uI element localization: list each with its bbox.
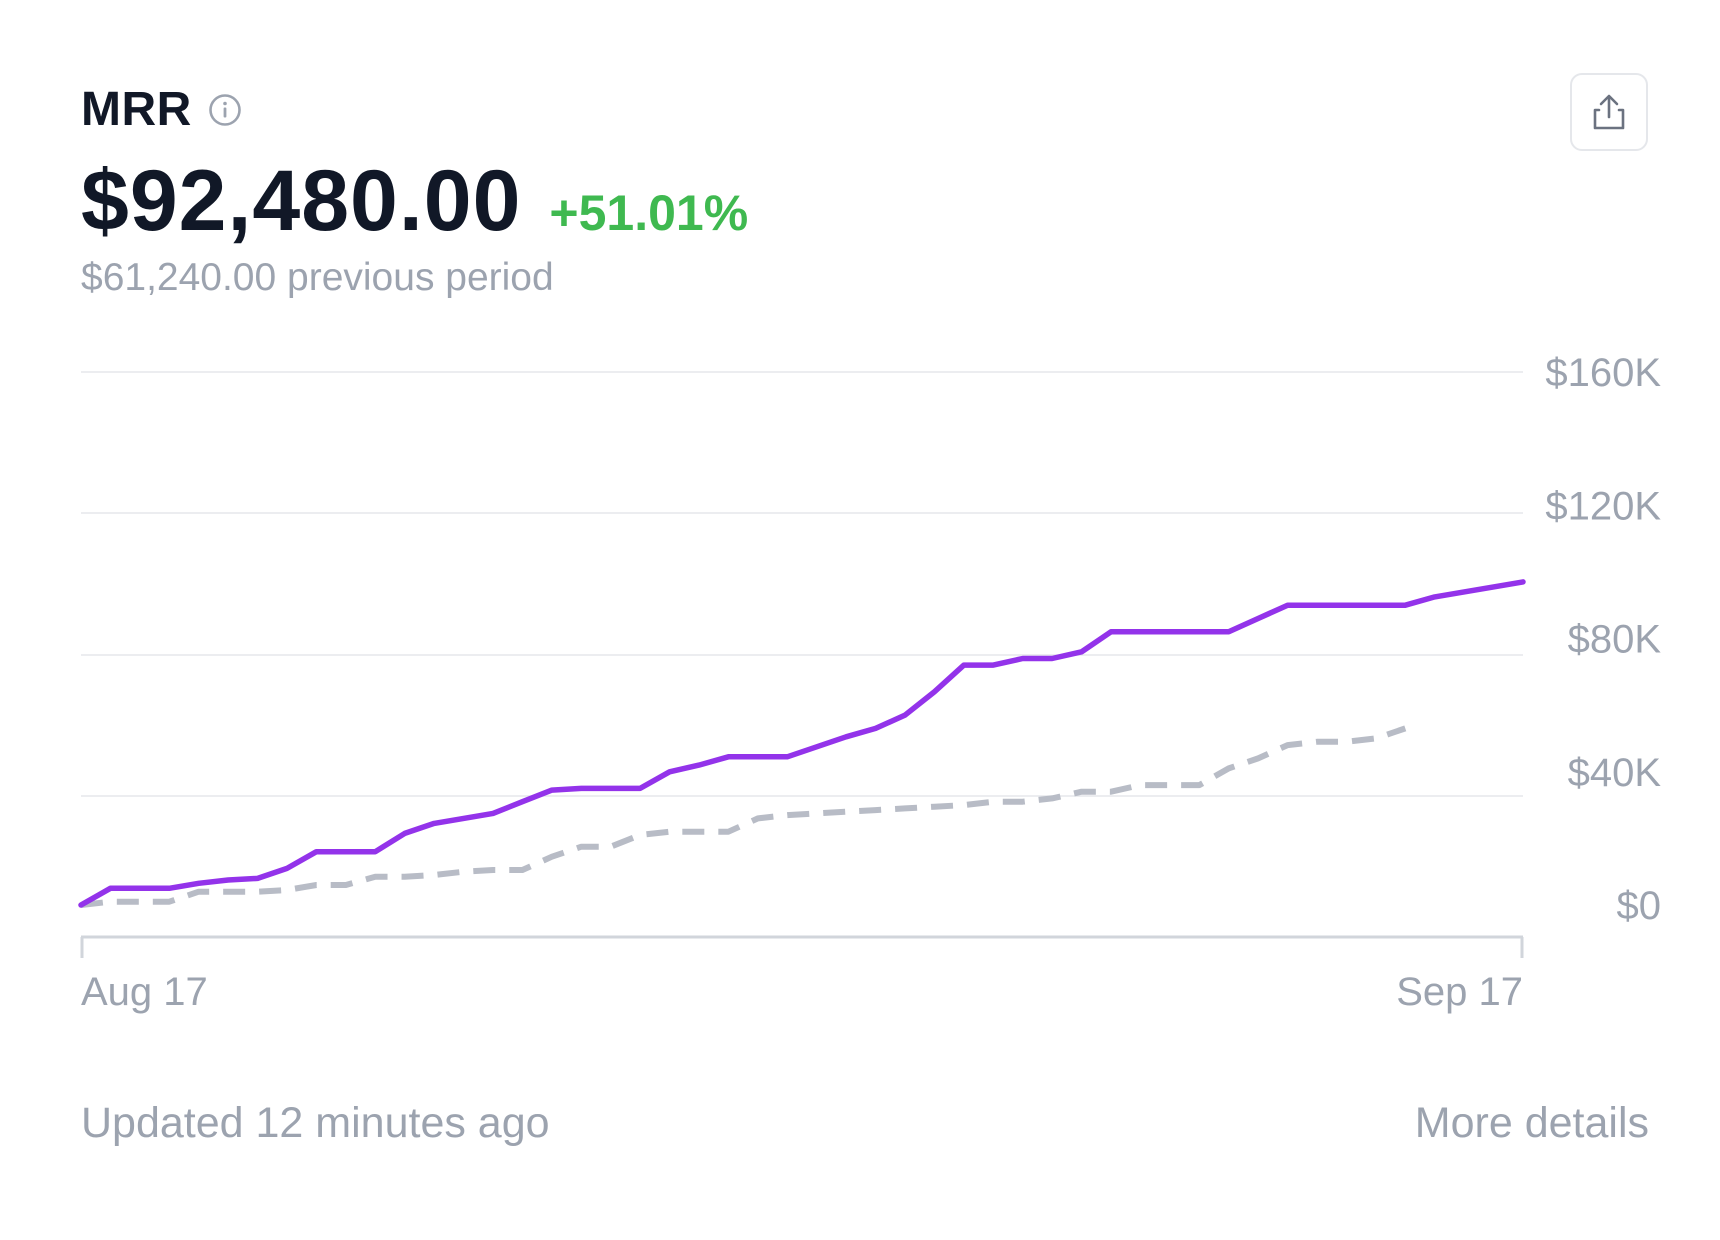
metric-title: MRR (81, 83, 192, 136)
x-tick-label-start: Aug 17 (81, 970, 208, 1014)
axis-labels: $0 $40K $80K $120K $160K Aug 17 Sep 17 (81, 351, 1661, 1014)
title-row: MRR (81, 86, 242, 134)
y-tick-label-3: $120K (1545, 484, 1661, 528)
updated-timestamp: Updated 12 minutes ago (81, 1099, 550, 1147)
percent-change: +51.01% (549, 185, 749, 241)
series-line-previous (80, 725, 1407, 908)
y-tick-label-4: $160K (1545, 351, 1661, 395)
series-line-current (78, 579, 1526, 908)
previous-period-value: $61,240.00 previous period (81, 256, 554, 299)
share-upload-icon (1593, 94, 1625, 130)
series-lines (78, 579, 1526, 908)
y-tick-label-1: $40K (1568, 751, 1662, 795)
grid-lines (81, 371, 1523, 797)
value-row: $92,480.00 +51.01% (81, 158, 748, 244)
y-tick-label-2: $80K (1568, 618, 1662, 662)
more-details-link[interactable]: More details (1414, 1099, 1649, 1147)
x-axis (80, 935, 1524, 958)
y-tick-label-0: $0 (1617, 884, 1662, 928)
info-circle-icon[interactable] (208, 93, 242, 127)
x-tick-label-end: Sep 17 (1396, 970, 1523, 1014)
share-button[interactable] (1570, 73, 1648, 151)
current-value: $92,480.00 (81, 153, 522, 249)
